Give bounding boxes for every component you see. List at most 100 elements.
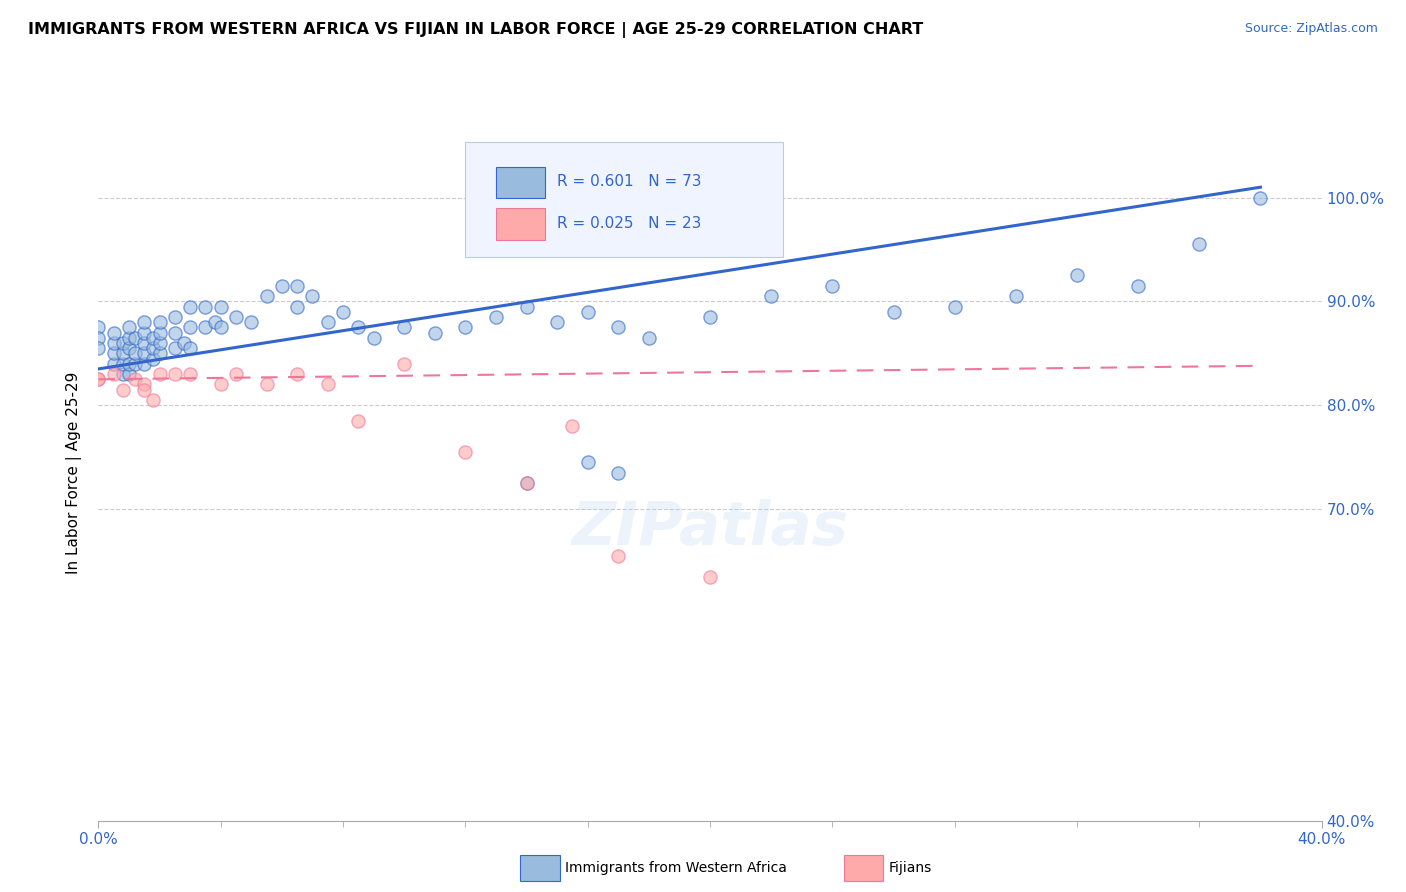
Point bbox=[485, 310, 508, 324]
Point bbox=[111, 335, 134, 350]
Point bbox=[285, 278, 308, 293]
Point bbox=[546, 315, 568, 329]
FancyBboxPatch shape bbox=[465, 143, 783, 257]
Point bbox=[454, 320, 477, 334]
Point bbox=[1128, 278, 1150, 293]
Text: Immigrants from Western Africa: Immigrants from Western Africa bbox=[565, 861, 787, 875]
Point bbox=[163, 341, 186, 355]
Point bbox=[134, 326, 156, 340]
Point bbox=[423, 326, 446, 340]
Point bbox=[103, 367, 125, 381]
Point bbox=[111, 367, 134, 381]
Point bbox=[607, 549, 630, 563]
Point bbox=[759, 289, 782, 303]
Point bbox=[1249, 190, 1271, 204]
Point bbox=[134, 377, 156, 392]
Point bbox=[301, 289, 323, 303]
Point bbox=[163, 367, 186, 381]
Point bbox=[347, 320, 370, 334]
Point bbox=[270, 278, 292, 293]
Point bbox=[209, 377, 232, 392]
Point bbox=[179, 367, 201, 381]
Text: Source: ZipAtlas.com: Source: ZipAtlas.com bbox=[1244, 22, 1378, 36]
Point bbox=[111, 383, 134, 397]
Point bbox=[142, 331, 165, 345]
Point bbox=[194, 300, 217, 314]
Point bbox=[142, 341, 165, 355]
Point bbox=[103, 346, 125, 360]
Point bbox=[179, 341, 201, 355]
Point bbox=[163, 310, 186, 324]
Point bbox=[163, 326, 186, 340]
Point bbox=[392, 320, 416, 334]
Text: ZIPatlas: ZIPatlas bbox=[571, 499, 849, 558]
Point bbox=[179, 320, 201, 334]
Point bbox=[118, 341, 141, 355]
Point bbox=[87, 372, 110, 386]
Point bbox=[225, 367, 247, 381]
Point bbox=[256, 377, 278, 392]
Point bbox=[821, 278, 844, 293]
Point bbox=[87, 331, 110, 345]
Point bbox=[142, 351, 165, 366]
Point bbox=[699, 569, 721, 583]
Point bbox=[225, 310, 247, 324]
Point bbox=[332, 305, 354, 319]
Text: R = 0.601   N = 73: R = 0.601 N = 73 bbox=[557, 175, 702, 189]
Point bbox=[118, 331, 141, 345]
Point bbox=[883, 305, 905, 319]
Point bbox=[285, 300, 308, 314]
Point bbox=[134, 383, 156, 397]
Point bbox=[149, 346, 172, 360]
Point bbox=[516, 476, 538, 491]
Point bbox=[173, 335, 195, 350]
Point bbox=[1188, 237, 1211, 252]
Point bbox=[576, 305, 599, 319]
Point bbox=[149, 335, 172, 350]
Point bbox=[149, 315, 172, 329]
Point bbox=[363, 331, 385, 345]
Point bbox=[516, 476, 538, 491]
Point bbox=[87, 341, 110, 355]
Point bbox=[516, 300, 538, 314]
Point bbox=[943, 300, 966, 314]
Point bbox=[149, 367, 172, 381]
Point bbox=[699, 310, 721, 324]
Point bbox=[134, 357, 156, 371]
Point bbox=[1066, 268, 1088, 283]
Point bbox=[118, 357, 141, 371]
Point bbox=[454, 445, 477, 459]
Point bbox=[103, 335, 125, 350]
Point bbox=[209, 320, 232, 334]
Point bbox=[316, 315, 339, 329]
Text: R = 0.025   N = 23: R = 0.025 N = 23 bbox=[557, 216, 702, 231]
Point bbox=[149, 326, 172, 340]
Point bbox=[347, 414, 370, 428]
Point bbox=[1004, 289, 1026, 303]
Point bbox=[256, 289, 278, 303]
Y-axis label: In Labor Force | Age 25-29: In Labor Force | Age 25-29 bbox=[66, 372, 83, 574]
Point bbox=[194, 320, 217, 334]
Point bbox=[561, 419, 583, 434]
Point bbox=[134, 346, 156, 360]
FancyBboxPatch shape bbox=[496, 209, 546, 240]
Text: Fijians: Fijians bbox=[889, 861, 932, 875]
Point bbox=[111, 357, 134, 371]
Point bbox=[142, 393, 165, 408]
Point bbox=[204, 315, 226, 329]
Point bbox=[103, 326, 125, 340]
Text: IMMIGRANTS FROM WESTERN AFRICA VS FIJIAN IN LABOR FORCE | AGE 25-29 CORRELATION : IMMIGRANTS FROM WESTERN AFRICA VS FIJIAN… bbox=[28, 22, 924, 38]
Point bbox=[285, 367, 308, 381]
Point bbox=[209, 300, 232, 314]
Point bbox=[118, 320, 141, 334]
Point bbox=[637, 331, 661, 345]
Point bbox=[316, 377, 339, 392]
Point bbox=[124, 331, 146, 345]
Point bbox=[607, 466, 630, 480]
Point bbox=[134, 315, 156, 329]
Point bbox=[607, 320, 630, 334]
Point bbox=[111, 346, 134, 360]
Point bbox=[124, 372, 146, 386]
Point bbox=[576, 455, 599, 469]
Point bbox=[124, 346, 146, 360]
